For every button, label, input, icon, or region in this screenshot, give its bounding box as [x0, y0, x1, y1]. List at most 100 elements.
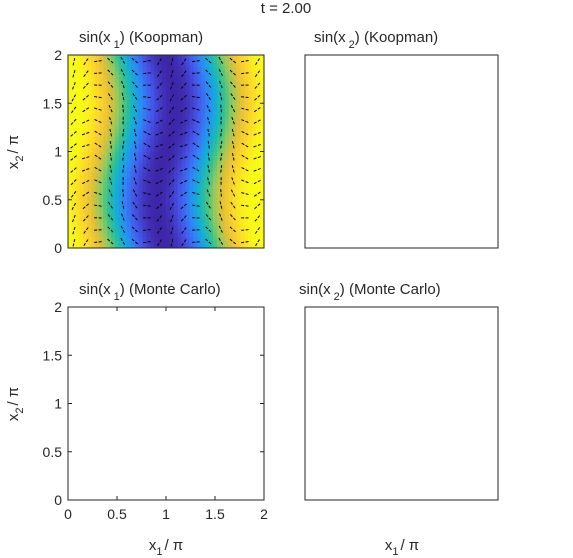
heatmap-cell — [80, 349, 85, 353]
heatmap-cell — [213, 58, 218, 64]
heatmap-cell — [260, 128, 264, 133]
heatmap-cell — [80, 380, 85, 384]
heatmap-cell — [205, 66, 210, 72]
heatmap-cell — [178, 380, 183, 384]
heatmap-cell — [135, 307, 140, 311]
heatmap-cell — [220, 163, 226, 168]
heatmap-cell — [209, 481, 214, 485]
heatmap-cell — [154, 338, 159, 342]
heatmap-cell — [107, 438, 112, 442]
heatmap-cell — [126, 166, 132, 172]
heatmap-cell — [205, 136, 210, 141]
heatmap-cell — [256, 112, 261, 118]
heatmap-cell — [225, 438, 230, 442]
heatmap-cell — [220, 101, 226, 106]
heatmap-cell — [162, 128, 167, 133]
heatmap-cell — [72, 311, 77, 315]
heatmap-cell — [107, 228, 112, 234]
heatmap-cell — [201, 220, 206, 226]
heatmap-cell — [237, 461, 242, 465]
heatmap-cell — [189, 136, 195, 141]
heatmap-cell — [127, 346, 132, 350]
heatmap-cell — [209, 105, 214, 110]
heatmap-cell — [166, 338, 171, 342]
heatmap-cell — [111, 112, 116, 118]
heatmap-cell — [127, 353, 132, 357]
heatmap-cell — [252, 82, 257, 87]
heatmap-cell — [130, 128, 136, 133]
heatmap-cell — [126, 190, 132, 195]
heatmap-cell — [111, 469, 116, 473]
heatmap-cell — [115, 404, 120, 408]
heatmap-cell — [252, 128, 257, 133]
heatmap-cell — [79, 151, 85, 156]
heatmap-cell — [150, 423, 155, 427]
heatmap-cell — [68, 228, 73, 234]
heatmap-cell — [260, 178, 264, 183]
heatmap-cell — [178, 481, 183, 485]
heatmap-cell — [139, 446, 144, 450]
heatmap-cell — [154, 400, 159, 404]
heatmap-cell — [205, 446, 210, 450]
heatmap-cell — [189, 197, 195, 203]
heatmap-cell — [111, 319, 116, 323]
heatmap-cell — [182, 357, 187, 361]
heatmap-cell — [174, 473, 179, 477]
heatmap-cell — [229, 319, 234, 323]
quiver-arrow — [192, 107, 202, 112]
heatmap-cell — [193, 396, 198, 400]
heatmap-cell — [84, 388, 89, 392]
heatmap-cell — [185, 201, 191, 207]
heatmap-cell — [122, 174, 128, 180]
heatmap-cell — [228, 186, 234, 191]
heatmap-cell — [115, 392, 120, 396]
quiver-arrow — [94, 142, 103, 149]
heatmap-cell — [181, 85, 187, 91]
heatmap-cell — [240, 151, 245, 156]
quiver-arrow — [192, 204, 202, 207]
quiver-arrow — [70, 154, 79, 161]
heatmap-cell — [189, 143, 195, 149]
quiver-arrow — [94, 60, 104, 63]
heatmap-cell — [158, 55, 163, 60]
heatmap-cell — [88, 380, 93, 384]
heatmap-cell — [193, 78, 198, 83]
heatmap-cell — [134, 93, 140, 99]
quiver-arrow — [170, 68, 174, 78]
heatmap-cell — [79, 155, 85, 160]
heatmap-cell — [224, 139, 230, 145]
heatmap-cell — [119, 407, 124, 411]
heatmap-cell — [72, 488, 77, 492]
heatmap-cell — [126, 132, 132, 137]
heatmap-cell — [126, 159, 132, 164]
heatmap-cell — [84, 434, 89, 438]
heatmap-cell — [213, 55, 218, 60]
heatmap-cell — [178, 411, 183, 415]
heatmap-cell — [177, 170, 183, 176]
heatmap-cell — [91, 205, 97, 210]
heatmap-cell — [217, 411, 222, 415]
heatmap-cell — [75, 74, 81, 79]
heatmap-cell — [186, 384, 191, 388]
heatmap-cell — [178, 334, 183, 338]
heatmap-cell — [205, 442, 210, 446]
heatmap-cell — [154, 330, 159, 334]
heatmap-cell — [79, 147, 85, 153]
heatmap-cell — [244, 159, 249, 164]
heatmap-cell — [103, 139, 108, 145]
heatmap-cell — [197, 105, 202, 110]
heatmap-cell — [173, 120, 179, 126]
heatmap-cell — [209, 124, 214, 129]
heatmap-cell — [205, 438, 210, 442]
heatmap-cell — [135, 423, 140, 427]
heatmap-cell — [177, 62, 183, 68]
heatmap-cell — [87, 147, 93, 153]
heatmap-cell — [224, 159, 230, 164]
heatmap-cell — [213, 143, 218, 149]
heatmap-cell — [158, 388, 163, 392]
heatmap-cell — [201, 392, 206, 396]
heatmap-cell — [99, 193, 104, 199]
heatmap-cell — [197, 458, 202, 462]
heatmap-cell — [186, 415, 191, 419]
heatmap-cell — [166, 182, 171, 187]
